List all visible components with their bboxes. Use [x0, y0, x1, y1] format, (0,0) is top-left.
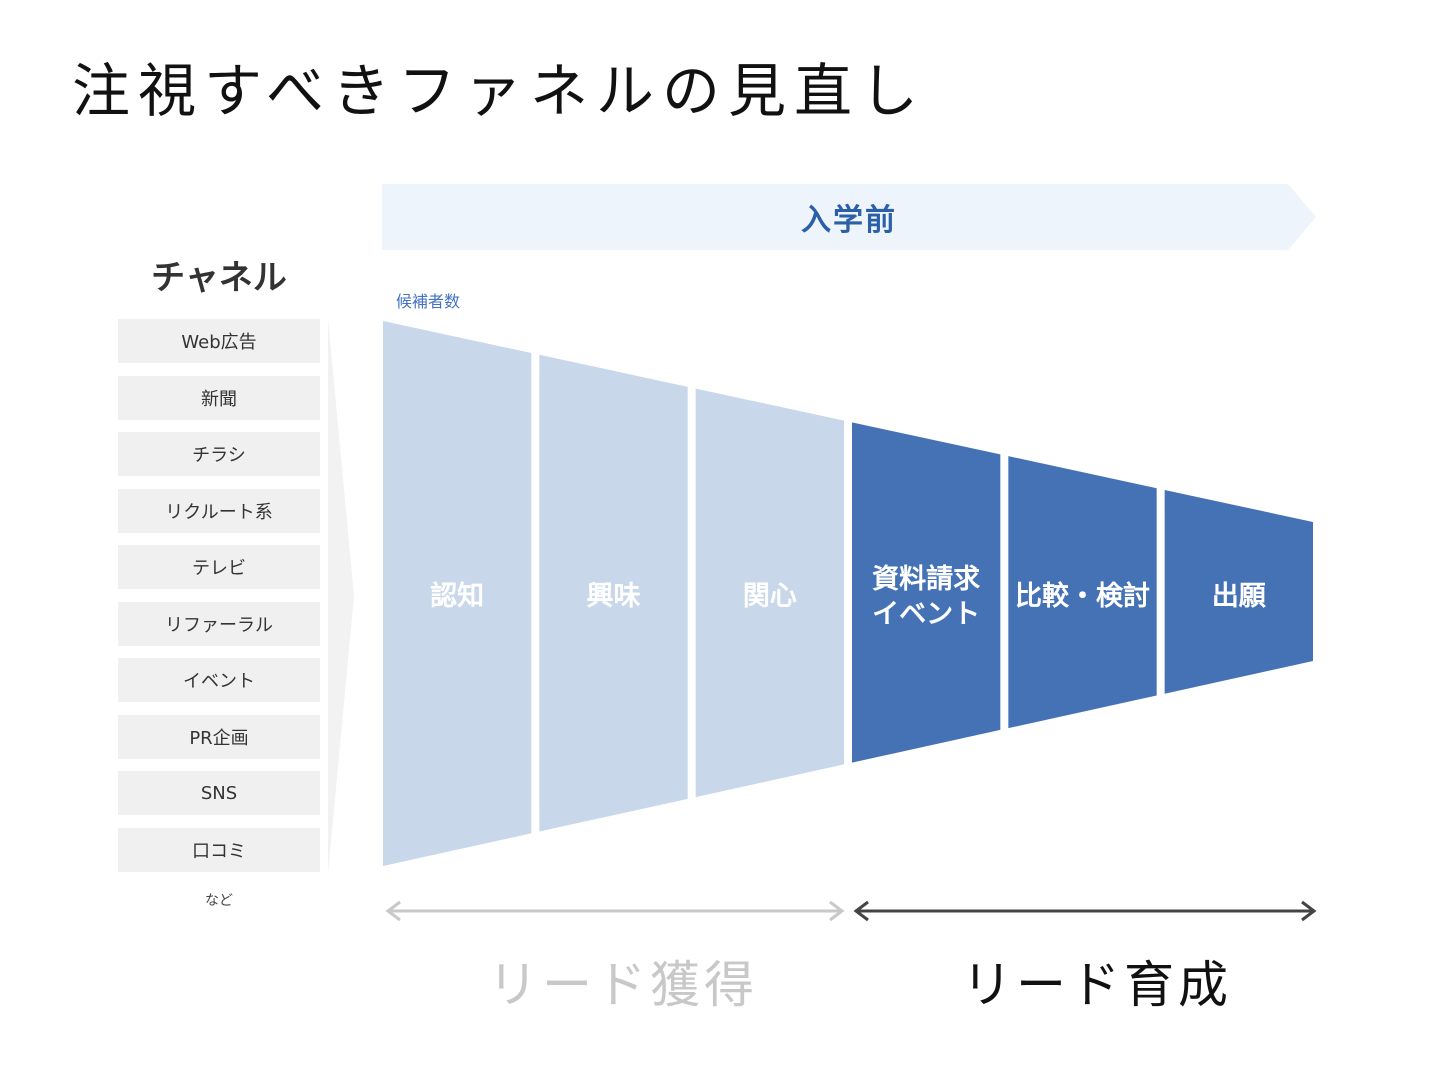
funnel-stage	[695, 388, 844, 798]
phase-banner-arrow	[382, 184, 1316, 250]
lead-nurturing-label: リード育成	[962, 956, 1232, 1014]
funnel-stage-label: 認知	[430, 581, 485, 613]
page-title: 注視すべきファネルの見直し	[72, 57, 926, 125]
funnel-stage	[539, 354, 688, 832]
funnel-stage	[383, 321, 532, 866]
channel-item: 口コミ	[118, 827, 320, 872]
channel-item: テレビ	[118, 545, 320, 589]
channel-item: リファーラル	[118, 601, 320, 646]
channel-item: Web広告	[118, 319, 320, 363]
funnel-stage-label: 資料請求 イベント	[872, 563, 981, 630]
nurturing-range-arrow	[853, 900, 1317, 922]
channel-item: イベント	[118, 658, 320, 702]
funnel-stage-label: 興味	[586, 581, 641, 613]
lead-acquisition-label: リード獲得	[488, 956, 758, 1014]
funnel-axis-label: 候補者数	[396, 292, 461, 311]
funnel-stage	[852, 422, 1001, 763]
channel-list: Web広告 新聞 チラシ リクルート系 テレビ リファーラル イベント PR企画…	[118, 319, 320, 884]
funnel-stage-label: 出願	[1211, 581, 1266, 613]
channel-item: 新聞	[118, 375, 320, 420]
channel-item: チラシ	[118, 432, 320, 476]
acquisition-range-arrow	[385, 900, 845, 922]
channel-to-funnel-arrow	[328, 318, 354, 874]
funnel-stage	[1164, 489, 1313, 694]
channel-item: PR企画	[118, 714, 320, 759]
phase-label: 入学前	[801, 203, 897, 238]
funnel-stage	[1008, 456, 1157, 729]
funnel-stage-label: 比較・検討	[1014, 581, 1150, 613]
channel-heading: チャネル	[151, 258, 287, 298]
channel-item: SNS	[118, 771, 320, 815]
funnel-stage-label: 関心	[742, 581, 797, 613]
channel-more-label: など	[205, 893, 233, 909]
channel-item: リクルート系	[118, 488, 320, 533]
